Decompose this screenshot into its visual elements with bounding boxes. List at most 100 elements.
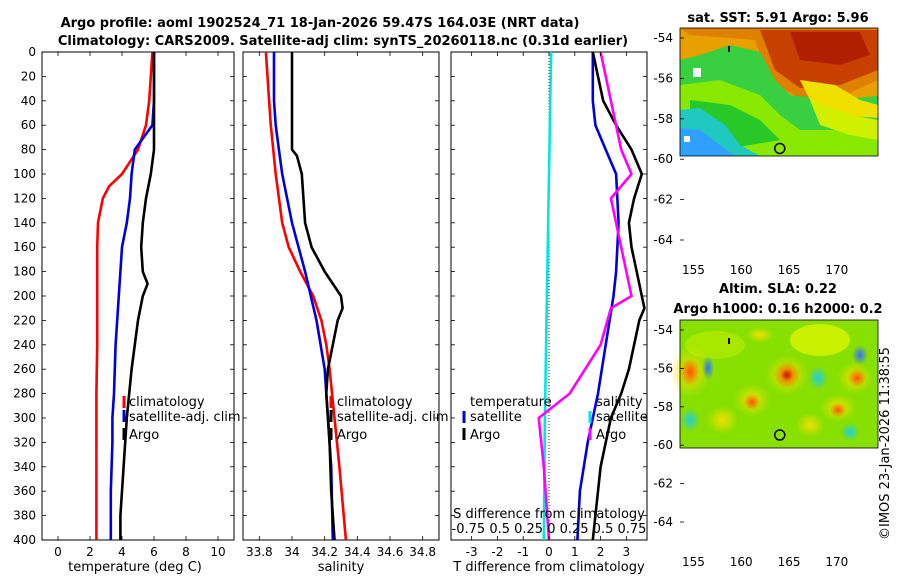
depth-tick-label: 260 <box>13 362 36 376</box>
series-line-argo <box>290 52 344 540</box>
x-tick-label: -1 <box>517 545 529 559</box>
depth-tick-label: 180 <box>13 265 36 279</box>
sst-map-image <box>680 28 878 156</box>
temperature-x-ticks: 0 2 4 6 8 10 <box>54 52 226 559</box>
legend-argo: Argo <box>337 428 367 443</box>
legend-satellite: satellite-adj. clim <box>337 410 449 425</box>
salinity-xlabel: salinity <box>318 560 365 575</box>
depth-tick-label: 360 <box>13 484 36 498</box>
x-tick-label: 34.8 <box>409 545 436 559</box>
series-line-t-satellite <box>576 52 620 540</box>
x-tick-label: 34.6 <box>377 545 404 559</box>
lat-label: -54 <box>653 31 673 45</box>
lat-label: -64 <box>653 515 673 529</box>
depth-tick-label: 280 <box>13 387 36 401</box>
x-tick-label: 2 <box>597 545 605 559</box>
sla-map-frame <box>679 319 879 449</box>
lon-label: 170 <box>825 263 848 277</box>
depth-axis: 0 20 40 60 80 100 120 140 160 180 200 220 240 260 280 3… <box>13 45 647 547</box>
x-tick-label: 33.8 <box>246 545 273 559</box>
s-difference-ticks: -0.75 0.5 0.25 0 0.25 0.5 0.75 <box>452 522 647 537</box>
temperature-plot <box>95 52 156 540</box>
legend-climatology: climatology <box>129 395 205 410</box>
x-tick-label: 4 <box>118 545 126 559</box>
depth-tick-label: 120 <box>13 191 36 205</box>
sst-map-frame <box>679 27 879 157</box>
float-position-marker <box>774 429 786 441</box>
temperature-legend: climatology satellite-adj. clim Argo <box>122 395 241 443</box>
series-line-climatology <box>95 52 154 540</box>
difference-plot <box>537 52 646 540</box>
legend-salinity-title: salinity <box>596 395 643 410</box>
lon-label: 165 <box>778 555 801 569</box>
legend-t-satellite: satellite <box>470 410 522 425</box>
series-line-satellite-adj-clim <box>272 52 335 540</box>
depth-tick-label: 0 <box>28 45 36 59</box>
depth-tick-label: 20 <box>21 69 36 83</box>
lat-label: -54 <box>653 323 673 337</box>
float-position-marker <box>774 142 786 155</box>
temperature-axes <box>41 51 235 541</box>
lon-label: 155 <box>682 555 705 569</box>
depth-tick-label: 320 <box>13 435 36 449</box>
legend-temperature-title: temperature <box>470 395 552 410</box>
temperature-xlabel: temperature (deg C) <box>68 560 202 575</box>
lon-label: 170 <box>825 555 848 569</box>
depth-tick-label: 200 <box>13 289 36 303</box>
series-line-s-satellite <box>542 52 553 540</box>
lat-label: -62 <box>653 477 673 491</box>
lat-label: -56 <box>653 361 673 375</box>
sla-map-title-1: Altim. SLA: 0.22 <box>719 282 837 297</box>
legend-s-satellite: satellite <box>596 410 648 425</box>
lat-label: -64 <box>653 233 673 247</box>
legend-s-argo: Argo <box>596 428 626 443</box>
x-tick-label: 2 <box>86 545 94 559</box>
x-tick-label: 3 <box>623 545 631 559</box>
sla-map-ticks: -54 -56 -58 -60 -62 -64 155 160 165 170 <box>653 323 848 569</box>
depth-tick-label: 140 <box>13 216 36 230</box>
lat-label: -58 <box>653 400 673 414</box>
depth-tick-label: 220 <box>13 313 36 327</box>
legend-climatology: climatology <box>337 395 413 410</box>
lon-label: 160 <box>730 555 753 569</box>
title-line-1: Argo profile: aoml 1902524_71 18-Jan-202… <box>61 16 580 31</box>
depth-tick-label: 60 <box>21 118 36 132</box>
depth-tick-label: 300 <box>13 411 36 425</box>
lon-label: 155 <box>682 263 705 277</box>
x-tick-label: 1 <box>571 545 579 559</box>
x-tick-label: -3 <box>466 545 478 559</box>
sst-map-title: sat. SST: 5.91 Argo: 5.96 <box>687 11 868 26</box>
legend-satellite: satellite-adj. clim <box>129 410 241 425</box>
lon-label: 165 <box>778 263 801 277</box>
x-tick-label: 34.4 <box>344 545 371 559</box>
depth-tick-label: 240 <box>13 338 36 352</box>
series-line-s-argo <box>537 52 633 540</box>
series-line-t-argo <box>591 52 646 540</box>
x-tick-label: 8 <box>182 545 190 559</box>
salinity-x-ticks: 33.8 34 34.2 34.4 34.6 34.8 <box>246 52 436 559</box>
x-tick-label: 34.2 <box>311 545 338 559</box>
legend-argo: Argo <box>129 428 159 443</box>
depth-tick-label: 40 <box>21 94 36 108</box>
depth-tick-label: 100 <box>13 167 36 181</box>
depth-tick-label: 80 <box>21 143 36 157</box>
lat-label: -62 <box>653 193 673 207</box>
x-tick-label: -2 <box>491 545 503 559</box>
salinity-plot <box>264 52 348 540</box>
s-difference-label: S difference from climatology <box>453 507 645 522</box>
lat-label: -60 <box>653 438 673 452</box>
series-line-satellite-adj-clim <box>109 52 156 540</box>
x-tick-label: 0 <box>54 545 62 559</box>
lat-label: -56 <box>653 71 673 85</box>
title-line-2: Climatology: CARS2009. Satellite-adj cli… <box>58 34 628 49</box>
lat-label: -60 <box>653 152 673 166</box>
depth-tick-label: 380 <box>13 509 36 523</box>
lon-label: 160 <box>730 263 753 277</box>
imos-stamp: ©IMOS 23-Jan-2026 11:38:55 <box>878 347 893 540</box>
lat-label: -58 <box>653 112 673 126</box>
depth-tick-label: 160 <box>13 240 36 254</box>
x-tick-label: 34 <box>284 545 299 559</box>
legend-t-argo: Argo <box>470 428 500 443</box>
difference-xlabel: T difference from climatology <box>452 560 645 575</box>
